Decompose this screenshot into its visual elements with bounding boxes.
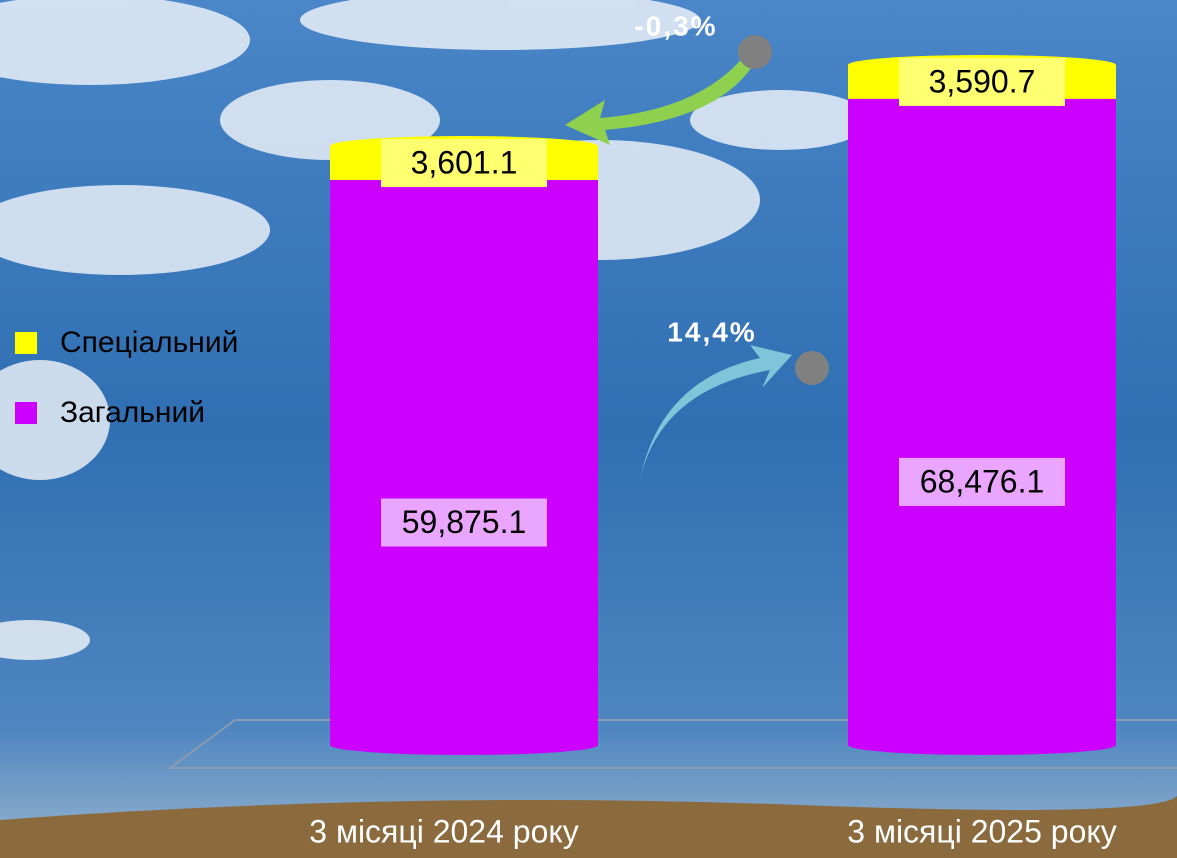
data-label: 59,875.1 [402, 504, 527, 540]
annotation: 14,4% [667, 316, 756, 347]
legend-swatch [15, 402, 37, 424]
annotation: -0,3% [634, 10, 717, 41]
legend-label: Загальний [60, 396, 205, 429]
data-label: 3,590.7 [929, 63, 1036, 99]
bar-segment [848, 99, 1116, 745]
bar-segment [330, 180, 598, 745]
data-label: 68,476.1 [920, 463, 1045, 499]
arrow-dot [738, 35, 772, 69]
x-tick-label: 3 місяці 2025 року [847, 813, 1116, 849]
legend-label: Спеціальний [60, 326, 238, 359]
chart: Спеціальний Загальний 59,875.1 3,601.1 3 м… [0, 0, 1177, 858]
page: {"chart_data": {"type": "bar", "categori… [0, 0, 1177, 858]
x-tick-label: 3 місяці 2024 року [309, 813, 578, 849]
arrow-dot [795, 351, 829, 385]
data-label: 3,601.1 [411, 145, 518, 181]
legend-swatch [15, 332, 37, 354]
